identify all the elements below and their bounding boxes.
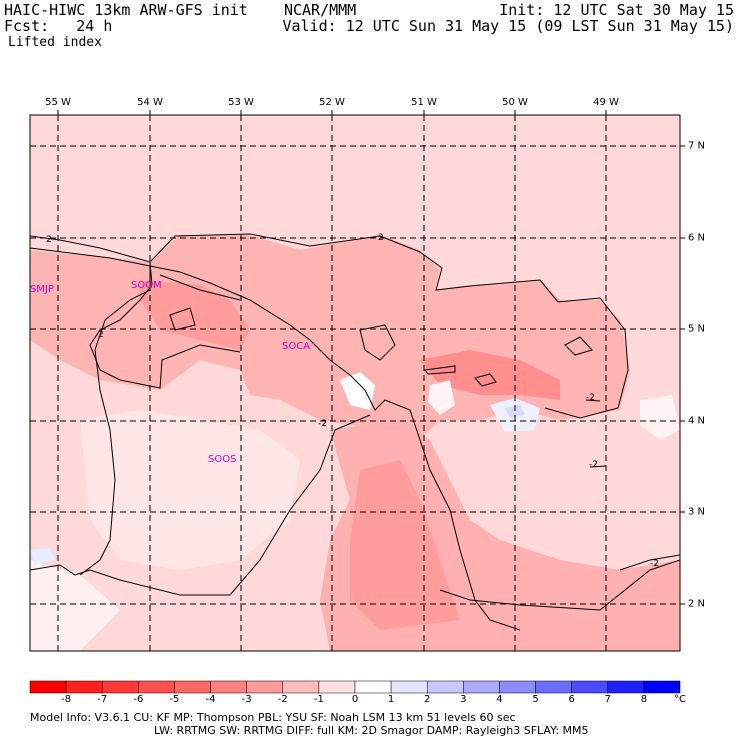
colorbar-unit: °C <box>674 694 686 705</box>
station-smjp: SMJP <box>30 284 54 295</box>
lon-label-53w: 53 W <box>228 97 254 108</box>
lat-label-5n: 5 N <box>688 323 706 335</box>
colorbar-swatch <box>318 680 356 694</box>
colorbar-label: -1 <box>313 694 324 705</box>
lon-label-51w: 51 W <box>411 97 437 108</box>
shaded-field <box>30 115 680 651</box>
colorbar-label: -8 <box>61 694 72 705</box>
contour-label: -2 <box>589 460 598 470</box>
contour-label: 2 <box>378 233 384 243</box>
lon-label-55w: 55 W <box>45 97 71 108</box>
map-frame <box>29 114 681 652</box>
station-soos: SOOS <box>208 454 236 465</box>
contour-label: -2 <box>650 559 659 569</box>
colorbar-label: 0 <box>351 694 359 705</box>
colorbar-swatch <box>499 680 536 694</box>
colorbar-label: 8 <box>640 694 648 705</box>
lon-label-54w: 54 W <box>137 97 163 108</box>
colorbar-label: -2 <box>277 694 288 705</box>
header-title: HAIC-HIWC 13km ARW-GFS init NCAR/MMM <box>4 1 357 19</box>
colorbar-swatch <box>101 680 139 694</box>
colorbar-swatch <box>535 680 572 694</box>
model-info-line2: LW: RRTMG SW: RRTMG DIFF: full KM: 2D Sm… <box>154 724 589 737</box>
contour-label: -2 <box>318 419 327 429</box>
colorbar-label: -5 <box>169 694 180 705</box>
lat-lon-grid <box>30 115 680 651</box>
colorbar-swatch <box>426 680 464 694</box>
colorbar-label: -4 <box>205 694 216 705</box>
station-sogm: SOGM <box>131 280 162 291</box>
colorbar-swatch <box>571 680 609 694</box>
colorbar-label: -7 <box>97 694 108 705</box>
colorbar-swatch <box>463 680 500 694</box>
coastlines-borders <box>30 247 680 631</box>
colorbar-swatch <box>210 680 247 694</box>
lat-label-6n: 6 N <box>688 232 706 244</box>
colorbar-label: 7 <box>604 694 611 705</box>
lat-label-4n: 4 N <box>688 415 706 427</box>
colorbar-label: 1 <box>387 694 395 705</box>
header-init-time: Init: 12 UTC Sat 30 May 15 <box>499 1 734 19</box>
colorbar-label: 2 <box>424 694 431 705</box>
colorbar-swatch <box>29 680 67 694</box>
model-info-line1: Model Info: V3.6.1 CU: KF MP: Thompson P… <box>30 711 516 724</box>
lon-label-52w: 52 W <box>319 97 345 108</box>
colorbar-label: -3 <box>241 694 252 705</box>
colorbar-swatch <box>138 680 175 694</box>
contour-label: 2 <box>46 235 52 245</box>
contour-labels: 2 2 2 -2 -2 -2 -2 <box>46 233 659 569</box>
lon-label-49w: 49 W <box>593 97 619 108</box>
header-forecast-hour: Fcst: 24 h <box>4 17 113 35</box>
colorbar-swatch <box>246 680 284 694</box>
colorbar <box>29 680 681 694</box>
colorbar-swatch <box>174 680 211 694</box>
lon-label-50w: 50 W <box>502 97 528 108</box>
lat-label-7n: 7 N <box>688 140 706 152</box>
colorbar-swatch <box>65 680 103 694</box>
colorbar-swatch <box>643 680 681 694</box>
colorbar-swatch <box>354 680 392 694</box>
colorbar-swatch <box>390 680 428 694</box>
lat-label-3n: 3 N <box>688 506 706 518</box>
colorbar-label: 6 <box>568 694 575 705</box>
colorbar-label: 4 <box>496 694 503 705</box>
colorbar-label: -6 <box>133 694 144 705</box>
contour-label: 2 <box>98 330 104 340</box>
colorbar-swatch <box>607 680 645 694</box>
frame-ticks <box>57 110 685 605</box>
station-soca: SOCA <box>282 341 310 352</box>
contours <box>30 233 680 571</box>
colorbar-label: 3 <box>460 694 467 705</box>
colorbar-label: 5 <box>532 694 539 705</box>
field-name: Lifted index <box>8 35 102 50</box>
colorbar-swatch <box>282 680 320 694</box>
contour-label: -2 <box>586 393 595 403</box>
header-valid-time: Valid: 12 UTC Sun 31 May 15 (09 LST Sun … <box>282 17 734 35</box>
station-labels: SMJP SOGM SOCA SOOS <box>30 280 310 465</box>
lat-label-2n: 2 N <box>688 598 706 610</box>
